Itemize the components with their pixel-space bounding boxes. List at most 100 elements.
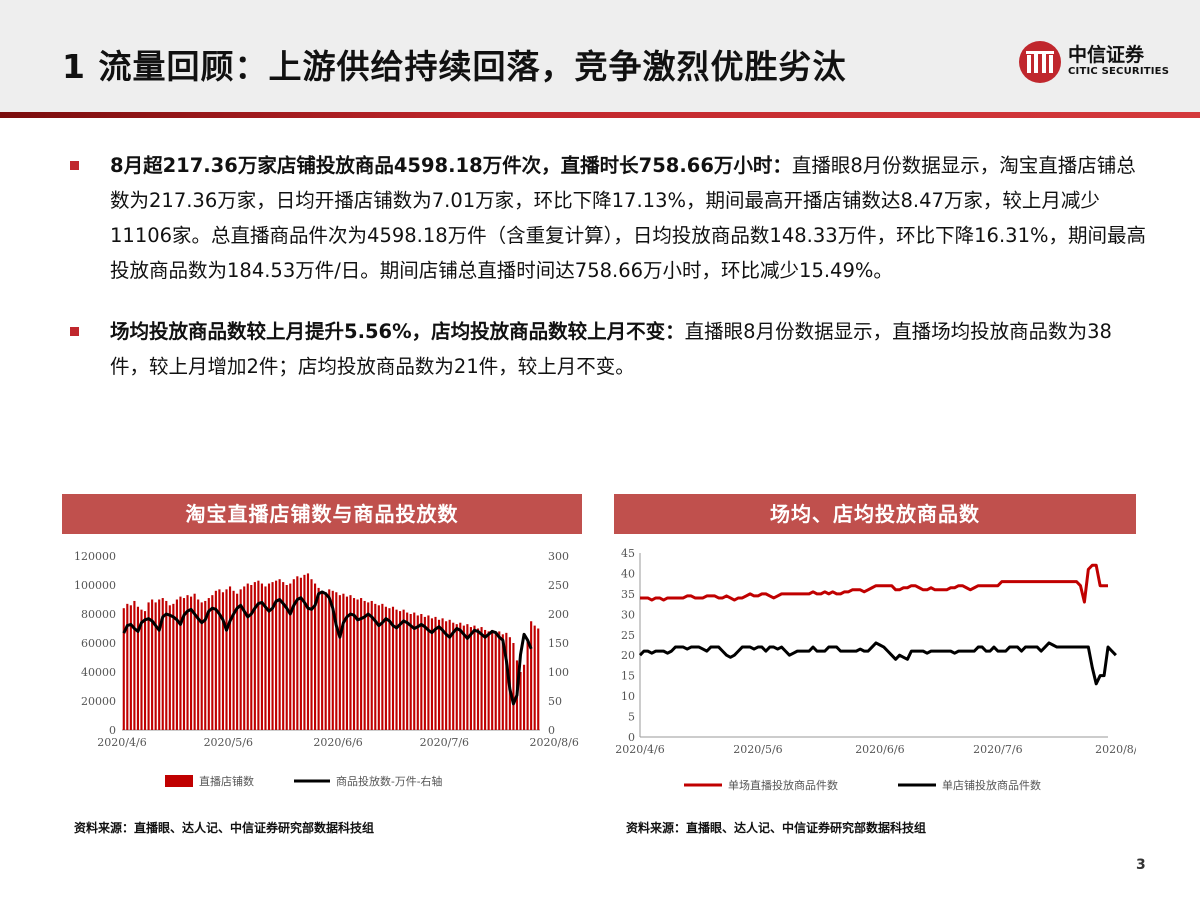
bar-shop-count xyxy=(505,632,508,730)
y-left-tick-label: 120000 xyxy=(74,550,116,563)
bar-shop-count xyxy=(494,632,497,730)
x-tick-label: 2020/8/6 xyxy=(529,736,578,749)
bar-shop-count xyxy=(250,585,253,730)
bar-shop-count xyxy=(303,574,306,730)
bar-shop-count xyxy=(182,598,186,730)
bullet-heading: 8月超217.36万家店铺投放商品4598.18万件次，直播时长758.66万小… xyxy=(110,154,792,177)
bar-shop-count xyxy=(377,605,380,730)
shop-product-chart-svg: 0 20000 40000 60000 80000 100000 120000 0 50 100 1… xyxy=(74,550,579,788)
bar-shop-count xyxy=(282,582,285,730)
bar-shop-count xyxy=(197,599,200,730)
bar-shop-count xyxy=(179,596,182,730)
bar-shop-count xyxy=(264,586,267,730)
bar-shop-count xyxy=(423,616,426,730)
bar-shop-count xyxy=(136,606,140,730)
y-right-tick-label: 100 xyxy=(548,666,569,679)
bar-shop-count xyxy=(328,589,331,730)
bullet-item: 8月超217.36万家店铺投放商品4598.18万件次，直播时长758.66万小… xyxy=(70,148,1150,288)
bar-shop-count xyxy=(466,624,469,730)
bar-shop-count xyxy=(462,625,465,730)
bar-shop-count xyxy=(310,579,313,730)
bar-shop-count xyxy=(533,625,536,730)
bar-shop-count xyxy=(338,595,341,730)
line-per-session-products xyxy=(640,563,1108,604)
x-tick-label: 2020/7/6 xyxy=(420,736,469,749)
x-tick-label: 2020/7/6 xyxy=(973,743,1022,756)
header-bar: 1 流量回顾：上游供给持续回落，竞争激烈优胜劣汰 中信证券 CITIC SECU… xyxy=(0,0,1200,112)
bar-shop-count xyxy=(158,599,161,730)
y-right-tick-label: 0 xyxy=(548,724,555,737)
bar-shop-count xyxy=(243,586,246,730)
bar-shop-count xyxy=(437,619,441,730)
y-tick-label: 30 xyxy=(621,608,635,621)
x-tick-label: 2020/4/6 xyxy=(615,743,664,756)
bar-shop-count xyxy=(317,587,320,730)
y-left-tick-label: 60000 xyxy=(81,637,116,650)
bar-shop-count xyxy=(207,598,210,730)
legend-red-label: 单场直播投放商品件数 xyxy=(728,778,838,792)
bar-shop-count xyxy=(285,585,288,730)
bar-shop-count xyxy=(122,608,125,730)
y-left-tick-label: 20000 xyxy=(81,695,116,708)
legend-bar-swatch xyxy=(165,775,193,787)
bar-shop-count xyxy=(363,600,366,730)
chart-source: 资料来源：直播眼、达人记、中信证券研究部数据科技组 xyxy=(74,821,375,835)
bar-shop-count xyxy=(306,573,310,730)
bullet-square-icon xyxy=(70,161,79,170)
y-tick-label: 0 xyxy=(628,731,635,744)
bullet-heading: 场均投放商品数较上月提升5.56%，店均投放商品数较上月不变： xyxy=(110,320,685,343)
bar-shop-count xyxy=(360,598,363,730)
bullet-text: 直播眼8月份数据显示，淘宝直播店铺总数为217.36万家，日均开播店铺数为7.0… xyxy=(110,154,1147,282)
x-tick-label: 2020/4/6 xyxy=(97,736,146,749)
bar-shop-count xyxy=(445,621,448,730)
y-tick-label: 35 xyxy=(621,588,635,601)
legend-bar-label: 直播店铺数 xyxy=(199,774,254,788)
bar-shop-count xyxy=(537,628,540,730)
x-tick-label: 2020/6/6 xyxy=(855,743,904,756)
bar-shop-count xyxy=(161,598,164,730)
bar-shop-count xyxy=(324,592,327,730)
line-per-shop-products xyxy=(638,641,1117,686)
y-right-tick-label: 250 xyxy=(548,579,569,592)
bar-shop-count xyxy=(345,596,349,730)
x-tick-label: 2020/5/6 xyxy=(733,743,782,756)
bar-shop-count xyxy=(126,603,129,730)
y-tick-label: 40 xyxy=(621,567,635,580)
bar-shop-count xyxy=(186,595,189,730)
bar-shop-count xyxy=(352,598,356,730)
bar-shop-count xyxy=(530,621,533,730)
y-left-tick-label: 80000 xyxy=(81,608,116,621)
y-right-tick-label: 150 xyxy=(548,637,569,650)
y-right-tick-label: 50 xyxy=(548,695,562,708)
bar-shop-count xyxy=(190,596,193,730)
bar-shop-count xyxy=(133,600,136,730)
bar-shop-count xyxy=(402,609,405,730)
bar-shop-count xyxy=(349,595,352,730)
x-tick-label: 2020/6/6 xyxy=(313,736,362,749)
bar-shop-count xyxy=(384,606,387,730)
bar-shop-count xyxy=(420,614,423,730)
bar-shop-count xyxy=(228,586,232,730)
bar-shop-count xyxy=(143,611,147,730)
bar-shop-count xyxy=(367,602,370,730)
bar-shop-count xyxy=(299,577,302,730)
header-divider xyxy=(0,112,1200,118)
y-tick-label: 25 xyxy=(621,629,635,642)
bar-shop-count xyxy=(459,622,462,730)
bar-shop-count xyxy=(211,595,214,730)
logo-name: 中信证券 xyxy=(1068,44,1145,66)
bar-shop-count xyxy=(388,608,391,730)
bar-shop-count xyxy=(267,583,271,730)
y-right-tick-label: 200 xyxy=(548,608,569,621)
bar-shop-count xyxy=(165,600,168,730)
y-left-tick-label: 100000 xyxy=(74,579,116,592)
bar-shop-count xyxy=(239,589,242,730)
bar-shop-count xyxy=(260,583,263,730)
bar-shop-count xyxy=(473,625,476,730)
bar-shop-count xyxy=(246,583,249,730)
bar-shop-count xyxy=(370,600,373,730)
chart-title: 场均、店均投放商品数 xyxy=(614,494,1136,534)
bullet-square-icon xyxy=(70,327,79,336)
bar-shop-count xyxy=(232,590,235,730)
bar-shop-count xyxy=(214,590,217,730)
